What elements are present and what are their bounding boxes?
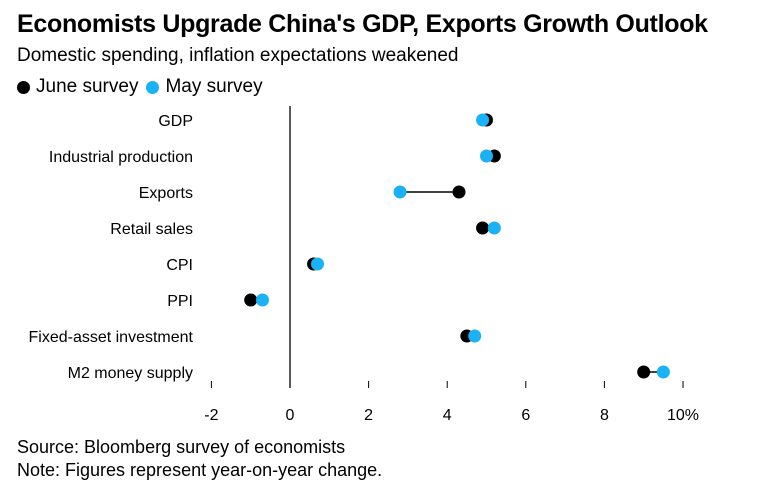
category-label-3: Retail sales	[110, 221, 193, 238]
category-label-5: PPI	[167, 293, 193, 310]
legend: June survey May survey	[17, 76, 271, 98]
x-tick-label-2: 2	[364, 407, 373, 424]
may-point-6	[468, 329, 482, 343]
may-point-4	[311, 257, 325, 271]
footer: Source: Bloomberg survey of economists N…	[17, 436, 382, 482]
may-point-0	[476, 113, 490, 127]
chart-title: Economists Upgrade China's GDP, Exports …	[17, 10, 708, 38]
x-tick-label-1: 0	[286, 407, 295, 424]
legend-label-may: May survey	[165, 76, 263, 97]
legend-item-june: June survey	[17, 76, 138, 98]
x-tick-label-4: 6	[521, 407, 530, 424]
may-point-7	[656, 365, 670, 379]
source-note: Source: Bloomberg survey of economists	[17, 437, 346, 457]
june-point-7	[637, 365, 651, 379]
legend-label-june: June survey	[36, 76, 139, 97]
may-point-5	[255, 293, 269, 307]
category-label-4: CPI	[166, 257, 193, 274]
may-point-1	[480, 149, 493, 163]
category-label-2: Exports	[139, 185, 193, 202]
legend-swatch-may	[146, 80, 160, 94]
category-label-6: Fixed-asset investment	[28, 329, 193, 346]
legend-swatch-june	[17, 80, 30, 94]
x-tick-label-5: 8	[600, 407, 609, 424]
figures-note: Note: Figures represent year-on-year cha…	[17, 460, 383, 480]
chart-subtitle: Domestic spending, inflation expectation…	[17, 45, 459, 66]
x-tick-label-6: 10%	[667, 407, 699, 424]
june-point-2	[452, 185, 466, 199]
may-point-3	[487, 221, 501, 235]
x-tick-label-0: -2	[204, 407, 218, 424]
legend-item-may: May survey	[146, 76, 263, 98]
category-label-7: M2 money supply	[68, 365, 193, 382]
june-point-3	[476, 221, 490, 235]
category-label-1: Industrial production	[49, 149, 193, 166]
category-label-0: GDP	[158, 113, 193, 130]
x-tick-label-3: 4	[443, 407, 452, 424]
june-point-5	[244, 293, 258, 307]
may-point-2	[393, 185, 407, 199]
